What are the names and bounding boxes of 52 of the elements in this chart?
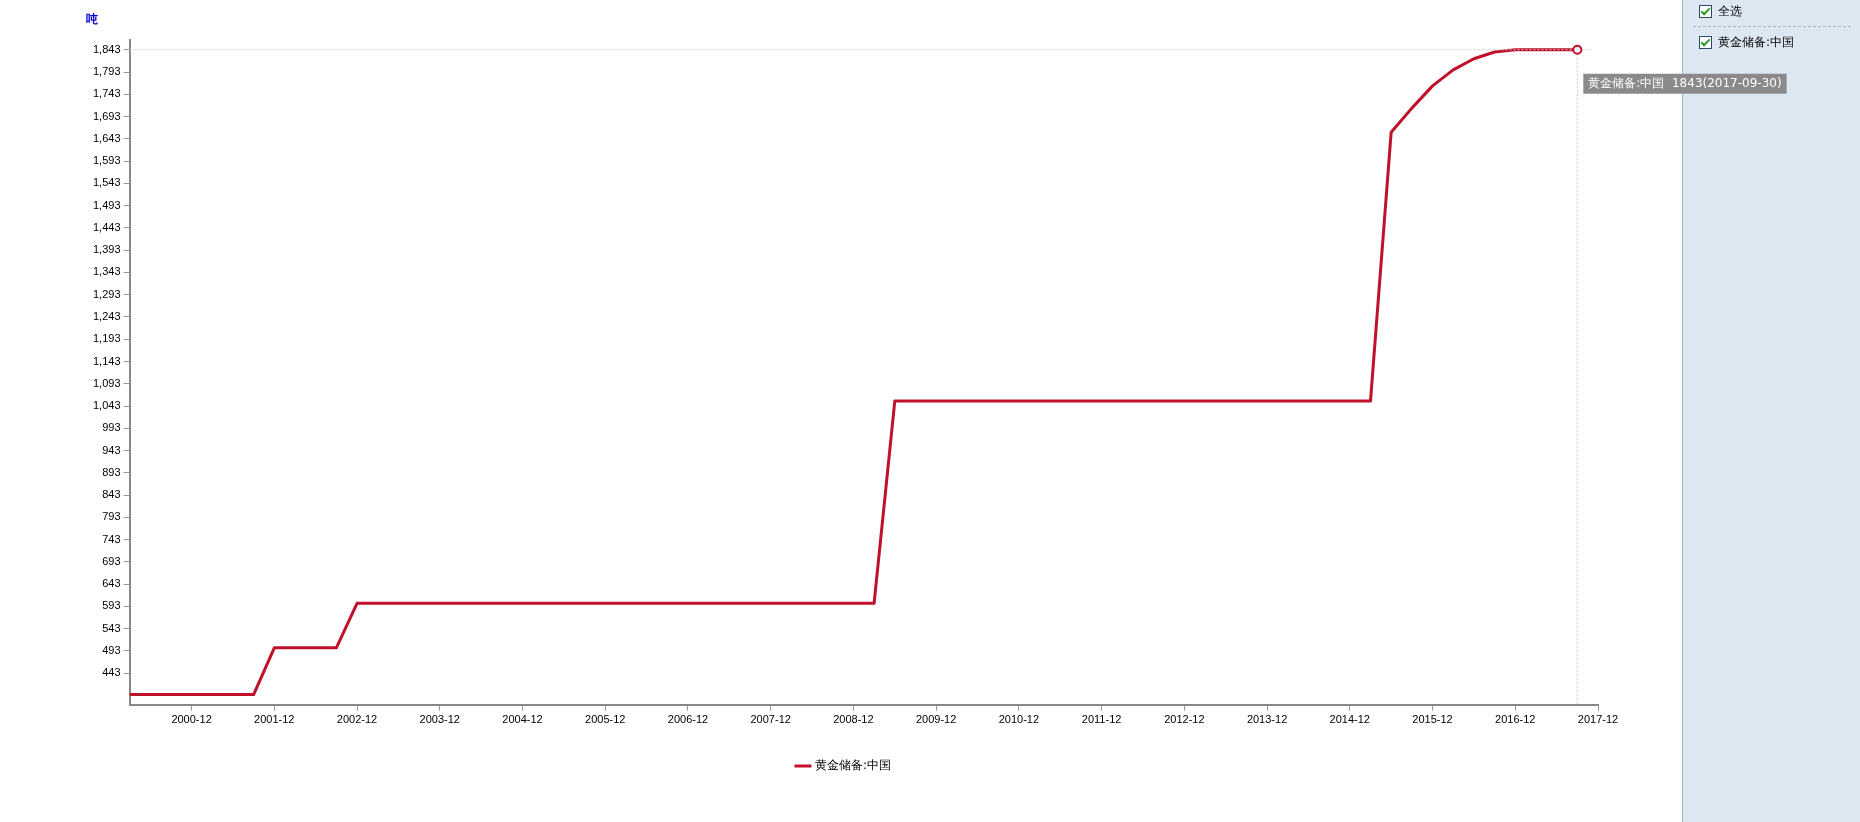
annotation: 黄金储备:中国 1843(2017-09-30) <box>1588 75 1782 90</box>
y-tick-label: 643 <box>102 577 121 590</box>
x-tick-label: 2000-12 <box>171 713 212 726</box>
y-tick-label: 1,793 <box>93 65 121 78</box>
x-tick-label: 2001-12 <box>254 713 295 726</box>
y-tick-label: 593 <box>102 599 121 612</box>
x-tick-label: 2012-12 <box>1164 713 1205 726</box>
legend-label: 黄金储备:中国 <box>814 758 892 773</box>
text: 全选 <box>1718 2 1742 20</box>
y-tick-label: 1,843 <box>93 42 121 55</box>
y-tick-label: 843 <box>102 488 121 501</box>
x-tick-label: 2006-12 <box>667 713 709 726</box>
y-tick-label: 1,493 <box>93 198 121 211</box>
y-tick-label: 1,393 <box>93 243 121 256</box>
y-tick-label: 1,693 <box>93 109 121 122</box>
text: 黄金储备:中国 <box>1718 34 1795 49</box>
y-tick-label: 1,293 <box>93 287 121 300</box>
y-tick-label: 1,443 <box>93 220 121 233</box>
x-tick-label: 2004-12 <box>502 713 543 726</box>
y-tick-label: 793 <box>102 510 121 523</box>
y-tick-label: 493 <box>102 643 121 656</box>
x-tick-label: 2013-12 <box>1246 713 1288 726</box>
y-tick-label: 443 <box>102 666 121 679</box>
y-tick-label: 1,343 <box>93 265 121 278</box>
x-tick-label: 2007-12 <box>750 713 791 726</box>
x-tick-label: 2011-12 <box>1081 713 1122 726</box>
y-tick-label: 893 <box>102 465 121 478</box>
y-tick-label: 943 <box>102 443 121 456</box>
y-tick-label: 1,643 <box>93 131 121 144</box>
x-tick-label: 2002-12 <box>336 713 378 726</box>
x-tick-label: 2005-12 <box>585 713 626 726</box>
y-tick-label: 543 <box>102 621 121 634</box>
y-tick-label: 1,043 <box>93 399 121 412</box>
y-tick-label: 743 <box>102 532 121 545</box>
x-tick-label: 2008-12 <box>833 713 874 726</box>
y-tick-label: 693 <box>102 554 121 567</box>
y-tick-label: 1,093 <box>93 376 121 389</box>
y-tick-label: 1,193 <box>93 332 121 345</box>
x-tick-label: 2003-12 <box>419 713 460 726</box>
y-tick-label: 1,543 <box>93 176 121 189</box>
y-tick-label: 1,143 <box>93 354 121 367</box>
x-tick-label: 2016-12 <box>1495 713 1536 726</box>
x-tick-label: 2010-12 <box>998 713 1040 726</box>
x-tick-label: 2014-12 <box>1329 713 1370 726</box>
x-tick-label: 2009-12 <box>915 713 957 726</box>
y-tick-label: 993 <box>102 421 121 434</box>
x-tick-label: 2017-12 <box>1577 713 1619 726</box>
x-tick-label: 2015-12 <box>1412 713 1453 726</box>
y-axis-title: 吨 <box>85 12 98 27</box>
y-tick-label: 1,743 <box>93 87 121 100</box>
y-tick-label: 1,593 <box>93 154 121 167</box>
y-tick-label: 1,243 <box>93 309 121 322</box>
